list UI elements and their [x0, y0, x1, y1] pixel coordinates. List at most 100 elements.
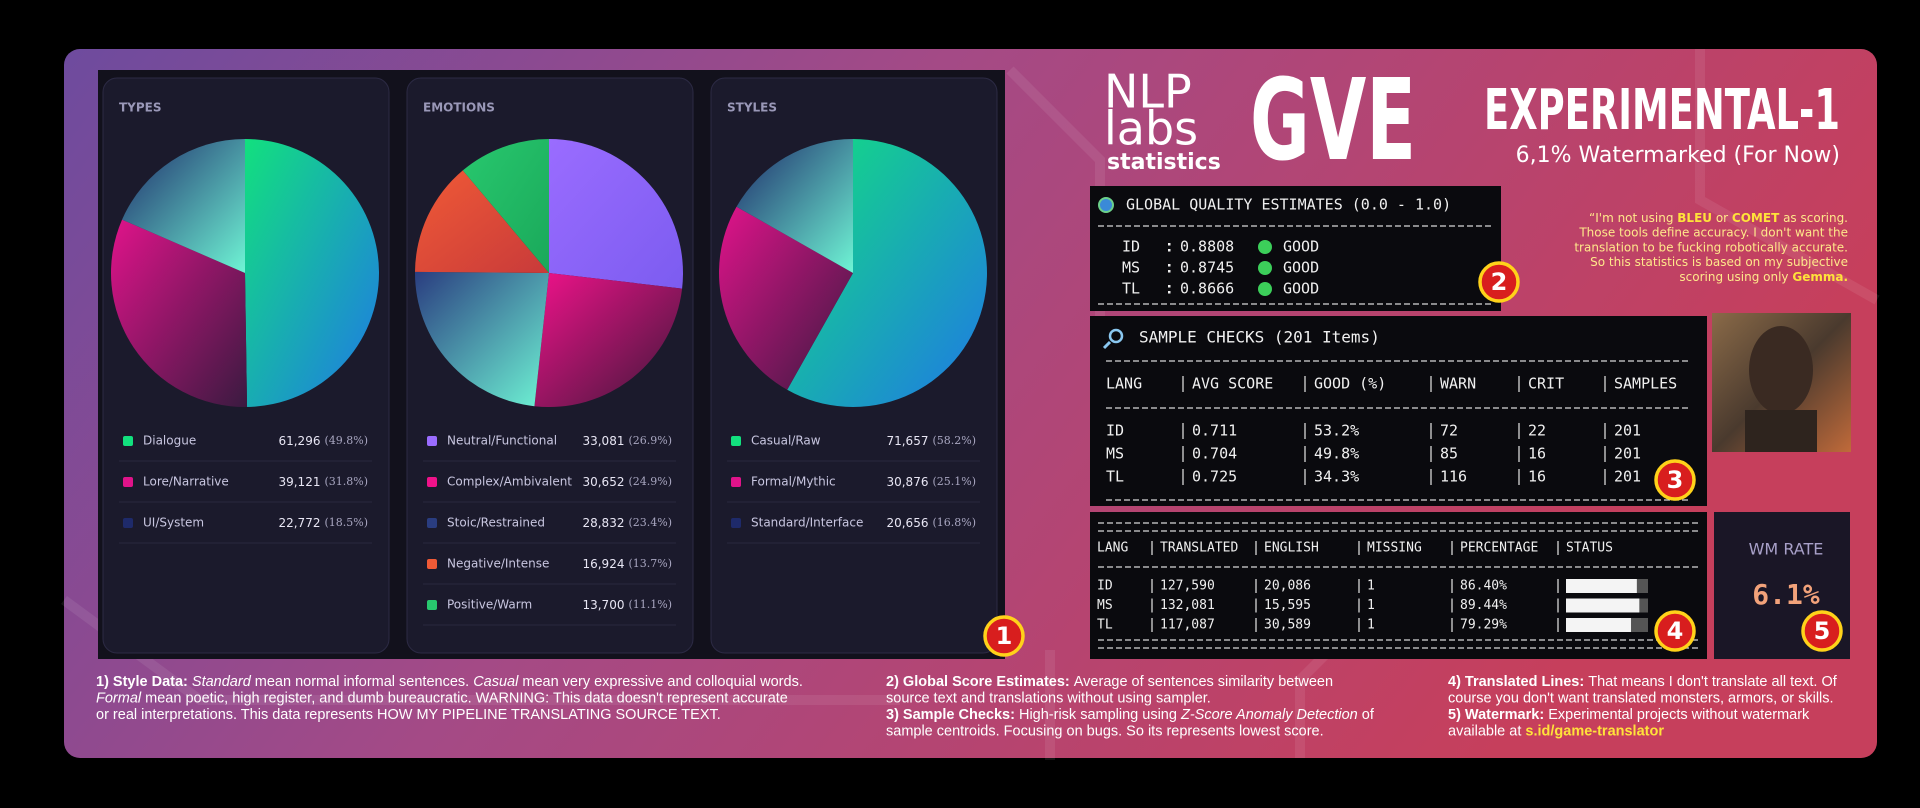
note-line-segment: 1) Style Data: — [96, 674, 192, 690]
globe-icon — [1098, 197, 1114, 213]
note-line-segment: of — [1358, 707, 1375, 723]
note-line-segment: s.id/game-translator — [1525, 723, 1664, 739]
note-line: source text and translations without usi… — [886, 690, 1211, 706]
box-title: SAMPLE CHECKS (201 Items) — [1139, 328, 1380, 347]
title: EXPERIMENTAL-1 — [1484, 78, 1840, 143]
quote-line: So this statistics is based on my subjec… — [1590, 255, 1848, 269]
share-label: (23.4%) — [628, 516, 672, 529]
colon-dot — [1168, 285, 1171, 288]
note-line-segment: High-risk sampling using — [1019, 707, 1181, 723]
pie-slice — [111, 219, 248, 407]
cell: TL — [1097, 618, 1113, 633]
value-label: 13,700 — [582, 598, 624, 612]
value-label: 20,656 — [886, 516, 928, 530]
legend-swatch — [427, 477, 437, 487]
portrait-body — [1745, 410, 1817, 452]
cell: 53.2% — [1314, 422, 1359, 440]
note-line-segment: Casual — [473, 674, 519, 690]
cell: 86.40% — [1460, 579, 1507, 594]
note-line: 2) Global Score Estimates: Average of se… — [886, 674, 1333, 690]
note-line-segment: 3) Sample Checks: — [886, 707, 1019, 723]
legend-label: Dialogue — [143, 434, 196, 448]
colon-dot — [1168, 243, 1171, 246]
quote-line: Those tools define accuracy. I don't wan… — [1578, 225, 1848, 239]
chart-title: TYPES — [119, 101, 162, 115]
badge-number: 4 — [1667, 617, 1684, 645]
note-line-segment: 5) Watermark: — [1448, 707, 1548, 723]
cell: 132,081 — [1160, 598, 1215, 613]
note-line-segment: Experimental projects without watermark — [1548, 707, 1810, 723]
quote-line-segment: COMET — [1732, 211, 1780, 225]
cell: 1 — [1367, 598, 1375, 613]
note-line-segment: mean poetic, high register, and dumb bur… — [141, 690, 788, 706]
legend-label: Complex/Ambivalent — [447, 475, 572, 489]
value-label: 39,121 — [278, 475, 320, 489]
value-label: 22,772 — [278, 516, 320, 530]
note-line: available at s.id/game-translator — [1448, 723, 1664, 739]
share-label: (58.2%) — [932, 434, 976, 447]
cell: 0.725 — [1192, 468, 1237, 486]
pie-slice — [787, 139, 988, 407]
badge — [1654, 459, 1696, 501]
pie-slice — [718, 206, 853, 390]
score: 0.8808 — [1180, 238, 1234, 256]
legend-swatch — [731, 477, 741, 487]
status: GOOD — [1283, 238, 1319, 256]
legend-swatch — [731, 518, 741, 528]
column-header: STATUS — [1566, 541, 1613, 556]
global-box — [1090, 186, 1501, 311]
note-line: 3) Sample Checks: High-risk sampling usi… — [886, 707, 1375, 723]
logo-text: labs — [1104, 102, 1198, 156]
sample-box — [1090, 316, 1707, 506]
quote-line-segment: BLEU — [1677, 211, 1712, 225]
legend-swatch — [731, 436, 741, 446]
pie-slice — [462, 139, 549, 273]
cell: 72 — [1440, 422, 1458, 440]
legend-swatch — [427, 600, 437, 610]
legend-label: Stoic/Restrained — [447, 516, 545, 530]
share-label: (26.9%) — [628, 434, 672, 447]
note-line-segment: or real interpretations. This data repre… — [96, 707, 721, 723]
cell: 20,086 — [1264, 579, 1311, 594]
legend-value: 28,832 (23.4%) — [582, 516, 672, 530]
lang-code: MS — [1122, 259, 1140, 277]
quote-line-segment: scoring using only — [1679, 269, 1792, 283]
colon-dot — [1168, 270, 1171, 273]
legend-label: Neutral/Functional — [447, 434, 557, 448]
badge — [1478, 261, 1520, 303]
value-label: 33,081 — [582, 434, 624, 448]
share-label: (18.5%) — [324, 516, 368, 529]
column-header: LANG — [1097, 541, 1128, 556]
brand: GVE — [1250, 56, 1416, 186]
badge-number: 5 — [1814, 617, 1831, 645]
note-line-segment: Average of sentences similarity between — [1074, 674, 1333, 690]
value-label: 30,876 — [886, 475, 928, 489]
value-label: 16,924 — [582, 557, 624, 571]
colon-dot — [1168, 291, 1171, 294]
legend-value: 61,296 (49.8%) — [278, 434, 368, 448]
cell: 85 — [1440, 445, 1458, 463]
note-line-segment: Formal — [96, 690, 142, 706]
value-label: 71,657 — [886, 434, 928, 448]
legend-value: 16,924 (13.7%) — [582, 557, 672, 571]
legend-value: 39,121 (31.8%) — [278, 475, 368, 489]
note-line-segment: 2) Global Score Estimates: — [886, 674, 1074, 690]
pie-slice — [245, 139, 379, 407]
note-line: sample centroids. Focusing on bugs. So i… — [886, 723, 1324, 739]
legend-value: 22,772 (18.5%) — [278, 516, 368, 530]
note-line-segment: Standard — [192, 674, 252, 690]
search-icon-handle — [1102, 340, 1112, 350]
column-header: AVG SCORE — [1192, 375, 1273, 393]
column-header: TRANSLATED — [1160, 541, 1238, 556]
column-header: PERCENTAGE — [1460, 541, 1538, 556]
legend-value: 30,876 (25.1%) — [886, 475, 976, 489]
badge-number: 1 — [996, 622, 1013, 650]
cell: 34.3% — [1314, 468, 1359, 486]
share-label: (31.8%) — [324, 475, 368, 488]
cell: 201 — [1614, 422, 1641, 440]
cell: 201 — [1614, 445, 1641, 463]
pie-slice — [415, 170, 549, 273]
note-line-segment: Z-Score Anomaly Detection — [1180, 707, 1358, 723]
note-line-segment: course you don't want translated monster… — [1448, 690, 1834, 706]
cell: 30,589 — [1264, 618, 1311, 633]
